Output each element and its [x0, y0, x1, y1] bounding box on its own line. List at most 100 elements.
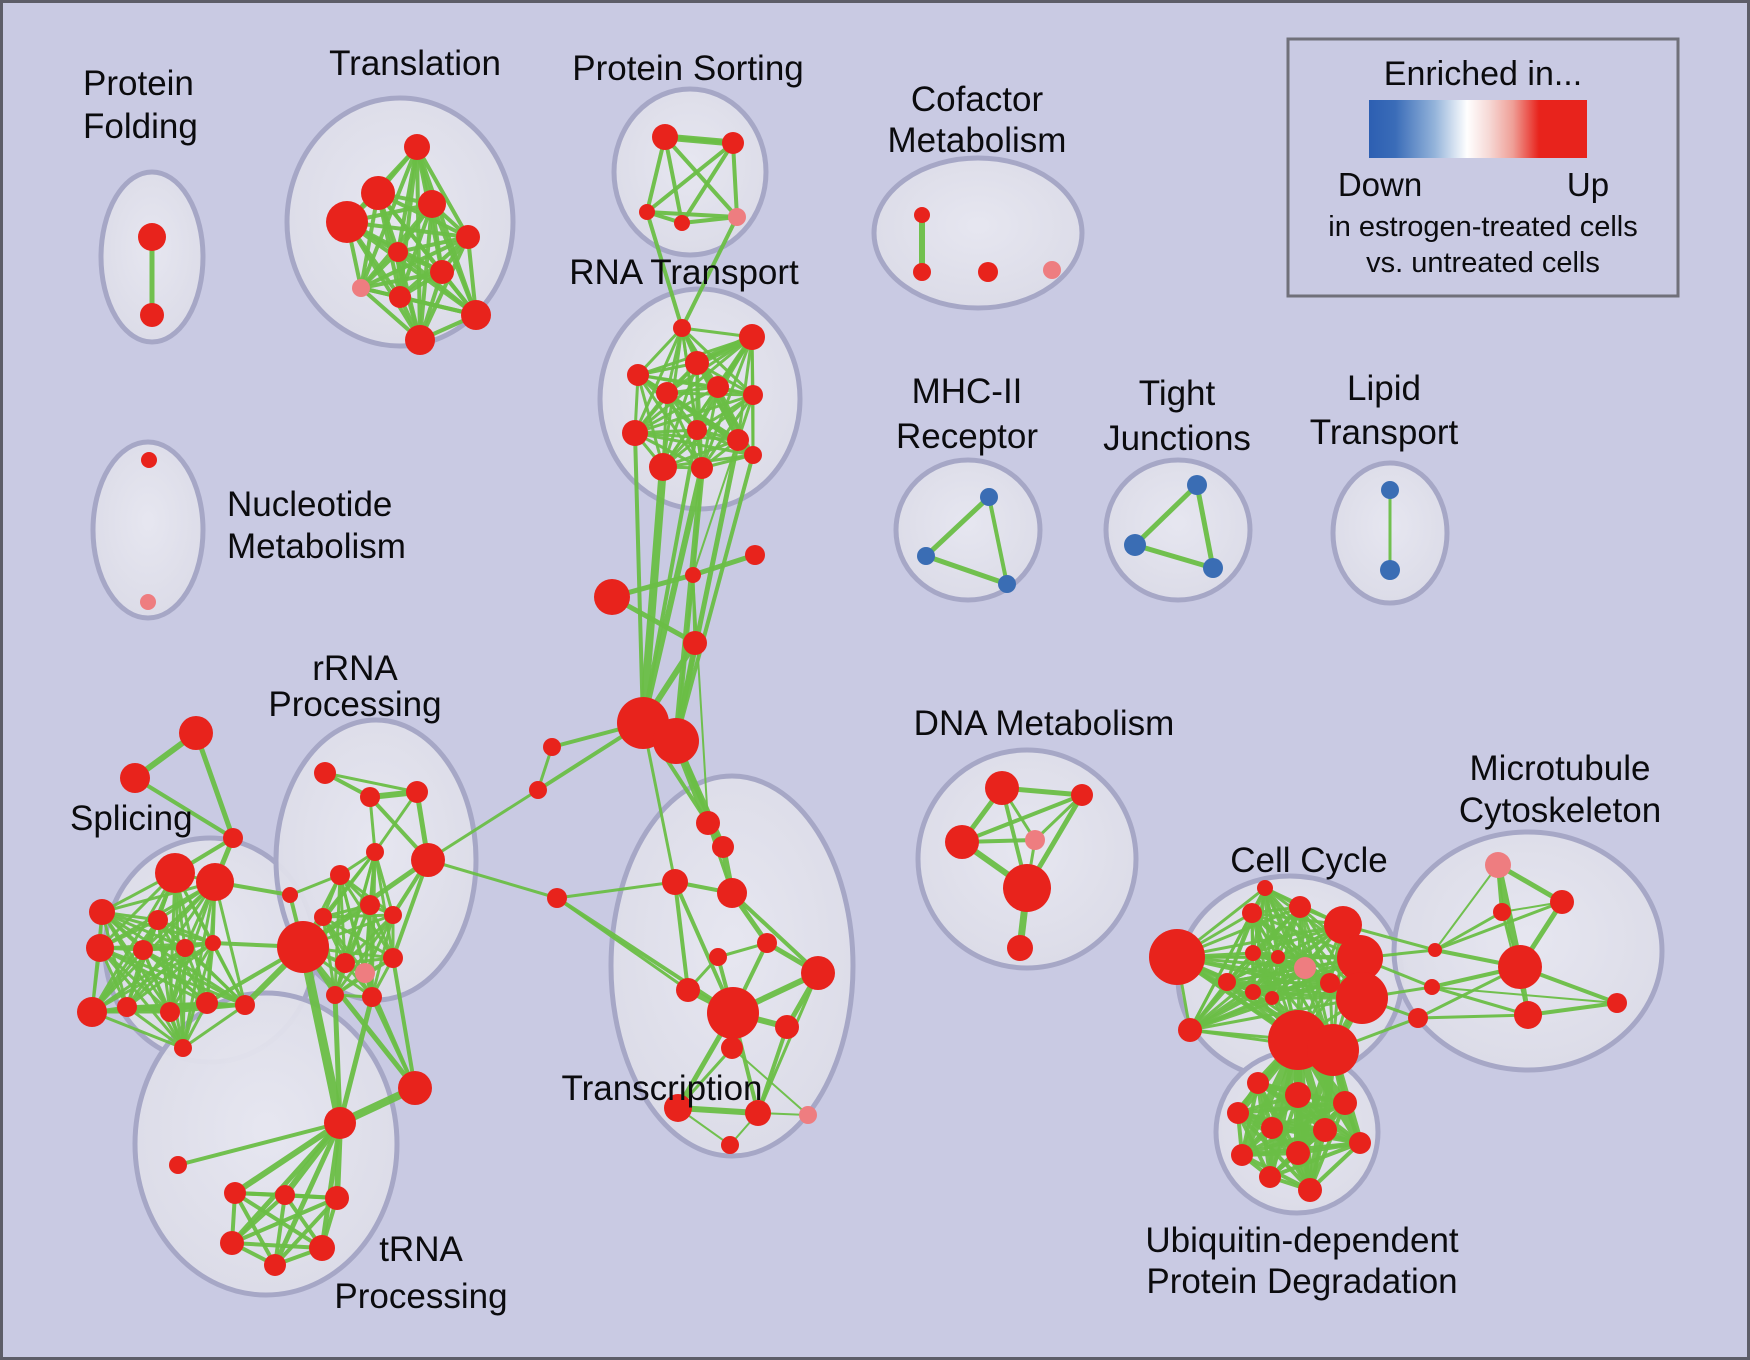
cluster-labels-layer: Protein Folding Translation Protein Sorting… [70, 44, 1661, 1316]
node-cf4 [1043, 261, 1061, 279]
node-sp14 [174, 1039, 192, 1057]
edge [674, 453, 755, 743]
cluster-label-splicing: Splicing [70, 799, 193, 838]
node-t7 [430, 260, 454, 284]
node-f3 [223, 828, 243, 848]
cluster-label-mhc-ii-receptor: MHC-II [912, 372, 1023, 411]
node-h2 [653, 718, 699, 764]
mesh-edge [373, 850, 395, 960]
legend-up-label: Up [1567, 166, 1609, 203]
mesh-edge [181, 941, 215, 1050]
cluster-ellipse-protein-sorting [611, 86, 769, 258]
edge [555, 880, 677, 900]
mesh-edge [430, 202, 478, 317]
node-mt1 [1485, 852, 1511, 878]
node-mt7 [1607, 993, 1627, 1013]
node-th [324, 1107, 356, 1139]
mesh-edge [125, 1005, 185, 1050]
edge [641, 721, 677, 884]
node-mh3 [998, 575, 1016, 593]
edge [332, 992, 343, 1126]
mesh-edge [141, 948, 247, 1007]
node-cc4 [1289, 896, 1311, 918]
mesh-edge [125, 946, 187, 1009]
node-tr8 [801, 956, 835, 990]
cluster-label-tight-junctions: Junctions [1103, 419, 1251, 458]
node-tn3 [325, 1186, 349, 1210]
mesh-edge [233, 1191, 324, 1250]
legend-caption-line1: in estrogen-treated cells [1328, 211, 1638, 243]
node-u1 [1247, 1072, 1269, 1094]
node-tr6 [709, 948, 727, 966]
edge [272, 1120, 343, 1268]
edge [960, 793, 1084, 844]
node-rt13 [744, 446, 762, 464]
cluster-label-transcription: Transcription [562, 1069, 763, 1108]
edge [731, 1047, 809, 1116]
node-tr5 [757, 933, 777, 953]
node-sp8 [205, 935, 221, 951]
node-c1 [543, 738, 561, 756]
mesh-edge [230, 1241, 324, 1250]
cluster-ellipse-nucleotide-metabolism [90, 439, 206, 621]
mesh-edge [125, 941, 215, 1009]
mesh-edge [680, 215, 739, 225]
node-tr14 [799, 1106, 817, 1124]
cluster-label-ubiquitin-dependent-protein-degradation: Ubiquitin-dependent [1145, 1221, 1459, 1260]
edge [555, 896, 690, 992]
node-mt3 [1493, 903, 1511, 921]
node-ps1 [652, 124, 678, 150]
edge [391, 858, 430, 960]
node-t5 [456, 225, 480, 249]
mesh-edge [90, 941, 215, 1014]
edge [1433, 900, 1564, 952]
node-w3 [1408, 1008, 1428, 1028]
mesh-edge [359, 270, 444, 290]
edge [1526, 1001, 1619, 1017]
mesh-edge [680, 141, 735, 225]
node-m4 [683, 631, 707, 655]
node-cc3 [1242, 903, 1262, 923]
edge [690, 552, 758, 578]
node-tr11 [721, 1037, 743, 1059]
node-lp1 [1381, 481, 1399, 499]
cluster-label-microtubule-cytoskeleton: Cytoskeleton [1459, 791, 1661, 830]
node-rt6 [707, 376, 729, 398]
node-sp2 [196, 863, 234, 901]
mesh-edge [415, 145, 470, 239]
edge [426, 788, 540, 862]
legend-gradient-bar [1369, 100, 1587, 158]
node-rt5 [656, 382, 678, 404]
mesh-edge [168, 941, 215, 1014]
cluster-label-trna-processing: Processing [334, 1277, 507, 1316]
node-rt1 [673, 319, 691, 337]
mesh-edge [663, 135, 739, 219]
node-cc6 [1271, 950, 1285, 964]
node-ps3 [639, 204, 655, 220]
mesh-edge [700, 393, 755, 470]
edge [229, 1120, 343, 1246]
node-mt2 [1550, 890, 1574, 914]
node-cf1 [914, 207, 930, 223]
edge [923, 494, 992, 559]
edge [300, 944, 418, 1091]
edge [639, 463, 667, 727]
node-tr13 [745, 1100, 771, 1126]
edge [633, 431, 645, 725]
cluster-label-nucleotide-metabolism: Metabolism [227, 527, 406, 566]
cluster-label-cell-cycle: Cell Cycle [1230, 841, 1388, 880]
edge [337, 994, 375, 1126]
mesh-edge [338, 873, 395, 917]
edge [692, 467, 703, 576]
mesh-edge [233, 1191, 277, 1267]
node-tr9 [707, 987, 759, 1039]
cluster-ellipse-dna-metabolism [915, 747, 1139, 971]
node-rr3 [406, 781, 428, 803]
node-t1 [404, 134, 430, 160]
node-cc13 [1337, 935, 1383, 981]
legend-title: Enriched in... [1384, 55, 1582, 93]
mesh-edge [736, 335, 754, 442]
node-rt7 [743, 385, 763, 405]
node-tj2 [1124, 534, 1146, 556]
